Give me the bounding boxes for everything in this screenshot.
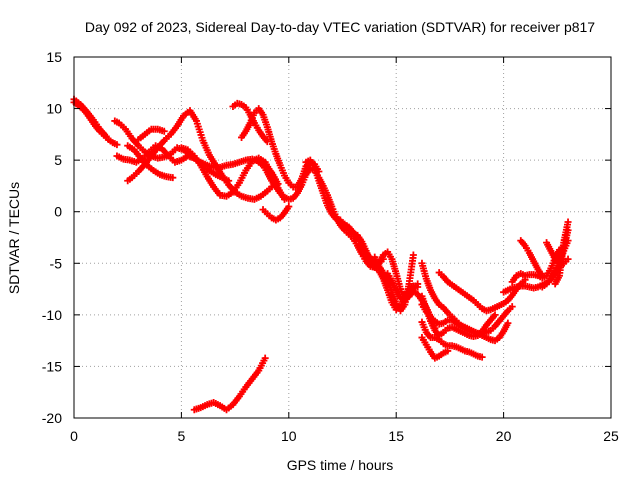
x-tick-label: 5 <box>178 428 186 444</box>
data-point <box>169 174 177 182</box>
data-point <box>160 127 168 135</box>
data-point <box>261 354 269 362</box>
x-tick-label: 15 <box>388 428 404 444</box>
series-track-19 <box>418 334 452 362</box>
plot-frame <box>73 56 612 419</box>
x-tick-label: 10 <box>281 428 297 444</box>
chart-title: Day 092 of 2023, Sidereal Day-to-day VTE… <box>85 19 595 35</box>
x-tick-label: 0 <box>70 428 78 444</box>
y-tick-label: 0 <box>54 204 62 220</box>
data-point <box>564 255 572 263</box>
y-tick-label: 10 <box>46 101 62 117</box>
series-track-23 <box>418 292 499 341</box>
series-track-08 <box>177 144 289 203</box>
y-axis-label: SDTVAR / TECUs <box>6 182 22 294</box>
y-tick-label: -10 <box>42 307 62 323</box>
series-track-03 <box>111 117 233 185</box>
series-track-06 <box>124 142 177 182</box>
series-track-29 <box>551 218 572 288</box>
data-point <box>444 347 452 355</box>
y-tick-label: -5 <box>50 255 63 271</box>
series-track-07 <box>134 125 168 144</box>
data-point <box>478 353 486 361</box>
x-tick-label: 25 <box>603 428 619 444</box>
data-point <box>564 218 572 226</box>
axis-ticks: 0 5 10 15 20 25 -20 -15 -10 -5 0 5 10 15 <box>42 49 619 444</box>
x-tick-label: 20 <box>496 428 512 444</box>
y-tick-label: 15 <box>46 49 62 65</box>
data-point <box>113 141 121 149</box>
series-track-18 <box>418 318 486 361</box>
y-tick-label: -20 <box>42 410 62 426</box>
y-tick-label: 5 <box>54 152 62 168</box>
grid <box>74 57 611 418</box>
data-point <box>538 272 546 280</box>
x-axis-label: GPS time / hours <box>287 457 394 473</box>
data-point <box>102 132 110 140</box>
series-track-12 <box>259 203 293 224</box>
series-track-02 <box>70 95 110 140</box>
data-point <box>504 319 512 327</box>
data-point <box>409 251 417 259</box>
series-track-10 <box>238 105 323 191</box>
series-track-13 <box>190 354 269 414</box>
data-point <box>285 203 293 211</box>
data-point <box>508 303 516 311</box>
data-point <box>491 311 499 319</box>
series-track-28 <box>517 237 546 280</box>
plot-data <box>70 95 572 414</box>
y-tick-label: -15 <box>42 358 62 374</box>
data-point <box>414 280 422 288</box>
